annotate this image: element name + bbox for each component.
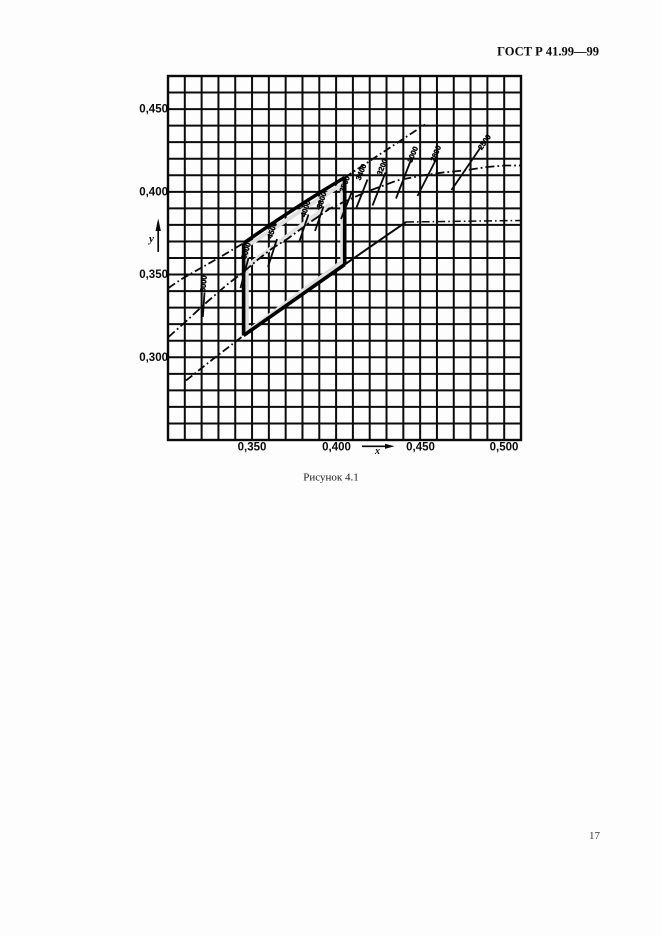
svg-text:2800: 2800 <box>428 144 443 163</box>
svg-text:x: x <box>374 446 380 457</box>
svg-text:ГОСТ Р 41.99—99: ГОСТ Р 41.99—99 <box>497 45 599 59</box>
svg-text:4500: 4500 <box>265 221 279 240</box>
svg-text:0,500: 0,500 <box>490 442 519 454</box>
svg-text:y: y <box>147 233 154 245</box>
svg-text:0,400: 0,400 <box>322 442 351 454</box>
svg-text:17: 17 <box>589 830 601 842</box>
svg-text:3500: 3500 <box>337 175 352 194</box>
svg-text:0,450: 0,450 <box>139 104 168 116</box>
svg-text:0,350: 0,350 <box>238 442 267 454</box>
svg-text:3000: 3000 <box>405 145 420 164</box>
svg-text:0,350: 0,350 <box>139 269 168 281</box>
svg-text:Рисунок 4.1: Рисунок 4.1 <box>303 472 358 484</box>
svg-text:3400: 3400 <box>354 163 369 182</box>
svg-text:0,300: 0,300 <box>139 352 168 364</box>
svg-text:6000: 6000 <box>198 275 209 293</box>
svg-text:0,400: 0,400 <box>139 186 168 198</box>
svg-text:0,450: 0,450 <box>406 442 435 454</box>
